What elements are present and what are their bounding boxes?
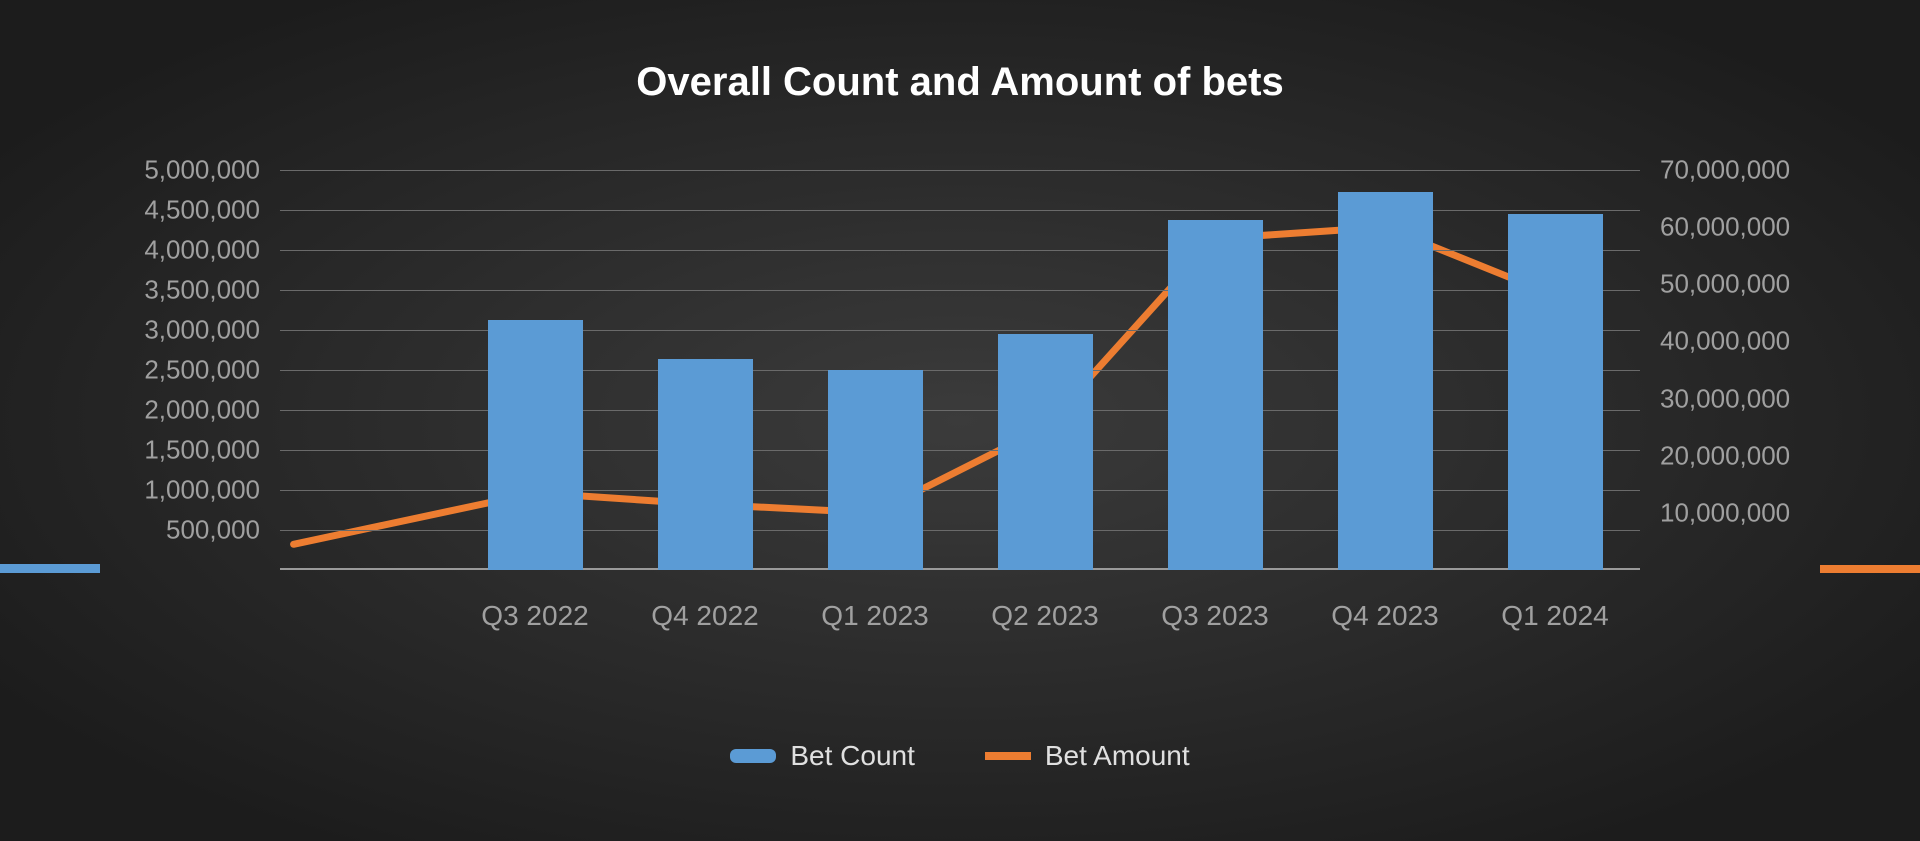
bet-count-bar (998, 334, 1093, 570)
gridline (280, 210, 1640, 211)
corner-accent-left (0, 564, 100, 573)
gridline (280, 330, 1640, 331)
bet-count-bar (828, 370, 923, 570)
y-axis-left-label: 1,500,000 (0, 435, 260, 466)
y-axis-left-label: 3,500,000 (0, 275, 260, 306)
x-axis-label: Q4 2023 (1331, 600, 1438, 632)
y-axis-right-label: 20,000,000 (1660, 440, 1790, 471)
y-axis-right-label: 10,000,000 (1660, 497, 1790, 528)
y-axis-left-label: 5,000,000 (0, 155, 260, 186)
legend-item: Bet Count (730, 740, 915, 772)
legend-swatch (985, 752, 1031, 760)
gridline (280, 250, 1640, 251)
y-axis-left-label: 500,000 (0, 515, 260, 546)
y-axis-left-label: 2,000,000 (0, 395, 260, 426)
x-axis-label: Q4 2022 (651, 600, 758, 632)
y-axis-right-label: 30,000,000 (1660, 383, 1790, 414)
gridline (280, 490, 1640, 491)
x-axis-label: Q3 2022 (481, 600, 588, 632)
y-axis-left-label: 4,500,000 (0, 195, 260, 226)
legend-item: Bet Amount (985, 740, 1190, 772)
y-axis-right-label: 60,000,000 (1660, 212, 1790, 243)
gridline (280, 530, 1640, 531)
legend-label: Bet Amount (1045, 740, 1190, 772)
y-axis-left-label: 4,000,000 (0, 235, 260, 266)
legend-label: Bet Count (790, 740, 915, 772)
gridline (280, 370, 1640, 371)
bet-count-bar (488, 320, 583, 570)
gridline (280, 170, 1640, 171)
chart-legend: Bet Count Bet Amount (0, 740, 1920, 772)
bet-count-bar (1338, 192, 1433, 570)
y-axis-right-label: 50,000,000 (1660, 269, 1790, 300)
chart-title: Overall Count and Amount of bets (0, 60, 1920, 105)
x-axis-label: Q1 2023 (821, 600, 928, 632)
legend-swatch (730, 749, 776, 763)
y-axis-left-label: 2,500,000 (0, 355, 260, 386)
gridline (280, 290, 1640, 291)
bet-count-bar (658, 359, 753, 570)
y-axis-right-label: 40,000,000 (1660, 326, 1790, 357)
chart-root: Overall Count and Amount of bets Bet Cou… (0, 0, 1920, 841)
x-axis-label: Q3 2023 (1161, 600, 1268, 632)
gridline (280, 450, 1640, 451)
y-axis-left-label: 1,000,000 (0, 475, 260, 506)
x-axis-label: Q1 2024 (1501, 600, 1608, 632)
x-axis-label: Q2 2023 (991, 600, 1098, 632)
gridline (280, 410, 1640, 411)
corner-accent-right (1820, 565, 1920, 573)
bet-count-bar (1168, 220, 1263, 570)
plot-area (280, 170, 1640, 570)
y-axis-left-label: 3,000,000 (0, 315, 260, 346)
y-axis-right-label: 70,000,000 (1660, 155, 1790, 186)
bet-count-bar (1508, 214, 1603, 570)
